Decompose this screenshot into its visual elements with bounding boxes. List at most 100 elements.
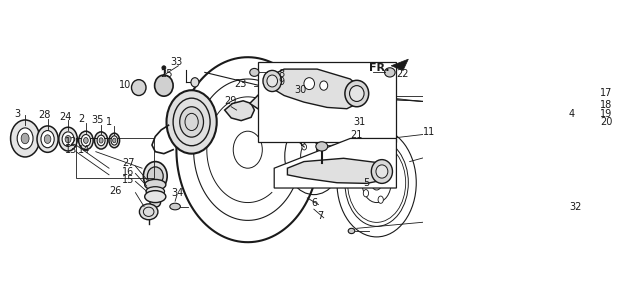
Text: 12: 12 [65,137,77,147]
Polygon shape [289,89,298,100]
Text: 27: 27 [122,158,135,168]
Ellipse shape [147,167,163,185]
Ellipse shape [323,153,328,159]
Ellipse shape [302,144,307,150]
Text: 25: 25 [160,69,172,79]
Text: 28: 28 [38,110,51,120]
Text: 4: 4 [568,109,574,119]
Text: 18: 18 [600,100,612,110]
Text: 13: 13 [65,145,77,155]
Text: 34: 34 [172,188,184,198]
Ellipse shape [367,170,386,195]
Ellipse shape [349,86,364,102]
Ellipse shape [155,75,173,96]
Ellipse shape [145,191,166,203]
Ellipse shape [273,87,280,95]
Polygon shape [287,158,390,183]
Ellipse shape [272,80,280,90]
Ellipse shape [162,66,166,70]
Ellipse shape [342,135,411,230]
Ellipse shape [145,179,166,190]
Ellipse shape [376,165,388,178]
Ellipse shape [44,135,51,144]
Text: 26: 26 [109,186,122,196]
Polygon shape [168,103,211,142]
Polygon shape [225,101,254,121]
Bar [76,138,154,178]
Text: 6: 6 [312,198,318,207]
Ellipse shape [65,136,71,143]
Ellipse shape [345,80,369,107]
Text: 11: 11 [423,127,435,137]
Ellipse shape [332,123,422,242]
Text: 3: 3 [15,109,20,119]
Ellipse shape [267,75,278,87]
Text: 22: 22 [396,69,409,79]
Ellipse shape [11,120,40,157]
Ellipse shape [140,204,158,220]
Ellipse shape [113,138,116,143]
Ellipse shape [320,81,328,90]
Ellipse shape [37,126,58,152]
Ellipse shape [170,203,180,210]
Polygon shape [250,81,291,112]
Ellipse shape [295,132,332,181]
Polygon shape [268,69,364,109]
Text: 24: 24 [60,112,72,122]
Ellipse shape [316,168,320,174]
Ellipse shape [180,107,204,137]
Text: 19: 19 [600,109,612,119]
Ellipse shape [298,132,304,140]
Text: 31: 31 [353,117,365,127]
Ellipse shape [378,196,383,203]
Ellipse shape [348,228,355,233]
Ellipse shape [97,135,105,146]
Ellipse shape [150,198,161,207]
Ellipse shape [99,138,103,143]
Ellipse shape [364,169,369,176]
Text: 30: 30 [294,85,307,95]
Ellipse shape [41,131,54,148]
Ellipse shape [111,136,118,145]
Ellipse shape [280,111,348,201]
Ellipse shape [316,138,320,144]
Ellipse shape [84,137,88,144]
Text: 35: 35 [91,115,104,125]
Text: 7: 7 [317,211,323,221]
Text: 29: 29 [225,96,237,106]
Text: 32: 32 [570,202,582,211]
Ellipse shape [358,158,395,208]
Text: 17: 17 [600,88,612,98]
Text: FR.: FR. [369,63,390,73]
Ellipse shape [250,69,259,76]
Ellipse shape [263,70,282,91]
Ellipse shape [316,142,328,151]
Ellipse shape [59,127,77,151]
Polygon shape [152,82,186,112]
Text: 16: 16 [122,166,134,177]
Text: 20: 20 [600,117,612,127]
Text: 14: 14 [78,145,90,155]
Ellipse shape [364,190,369,197]
Ellipse shape [387,179,392,186]
Text: 23: 23 [234,79,247,89]
Ellipse shape [21,133,29,144]
Ellipse shape [304,78,314,90]
Ellipse shape [385,68,395,77]
Ellipse shape [81,135,90,146]
Text: 21: 21 [350,130,363,140]
Text: 10: 10 [119,80,131,90]
Polygon shape [391,59,408,70]
Text: 15: 15 [122,175,134,185]
Ellipse shape [378,162,383,170]
Ellipse shape [228,125,268,175]
Text: 9: 9 [279,77,285,87]
Ellipse shape [95,132,108,149]
Ellipse shape [302,163,307,169]
Bar [258,62,396,142]
Ellipse shape [17,128,33,149]
Text: 33: 33 [170,58,182,68]
Ellipse shape [143,162,167,191]
Ellipse shape [62,132,74,146]
Ellipse shape [191,78,199,87]
